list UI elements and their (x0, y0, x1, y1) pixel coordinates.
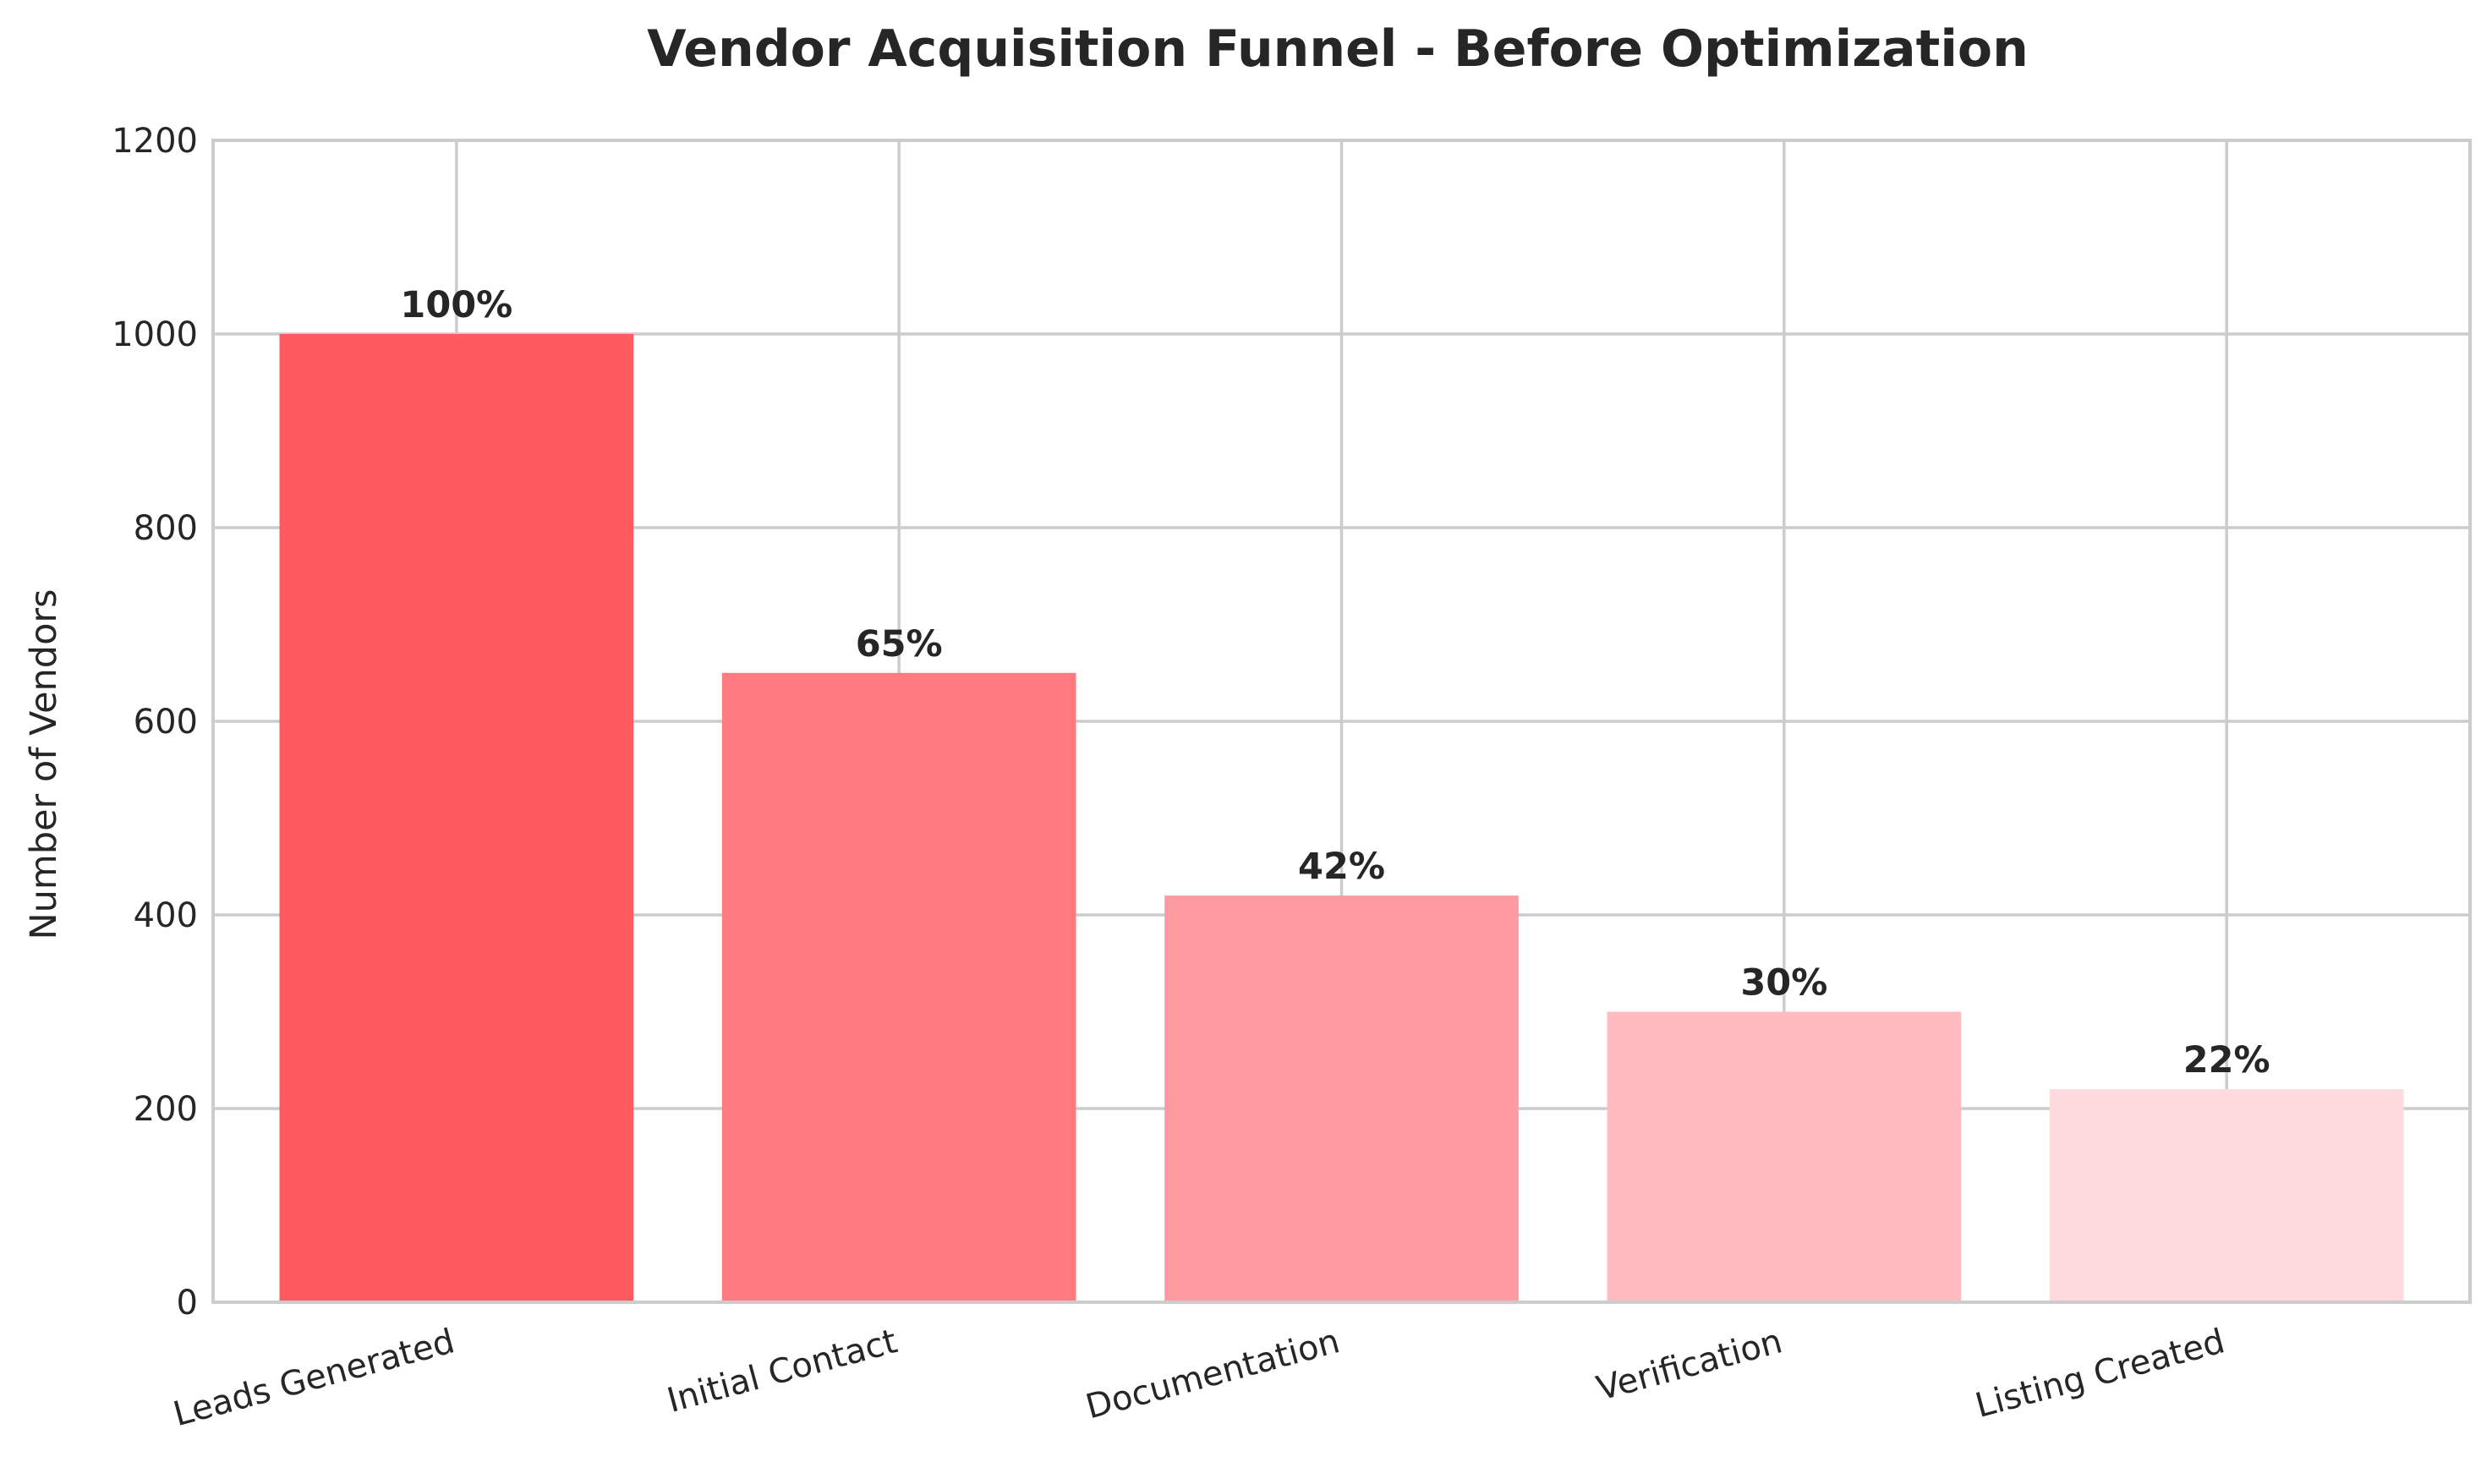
bar-data-label: 30% (1740, 962, 1827, 1005)
plot-frame (211, 139, 2472, 1304)
y-tick-label: 0 (177, 1284, 198, 1322)
bar (279, 334, 634, 1302)
y-tick-label: 1000 (112, 315, 198, 354)
data-labels: 100% 65% 42% 30% 22% (400, 284, 2270, 1082)
bar (1164, 895, 1519, 1302)
bar (1607, 1011, 1962, 1302)
y-tick-label: 600 (134, 703, 198, 742)
bar-data-label: 65% (856, 623, 943, 665)
bars (279, 334, 2404, 1302)
y-tick-label: 1200 (112, 122, 198, 161)
bar-data-label: 100% (400, 284, 512, 326)
chart-title: Vendor Acquisition Funnel - Before Optim… (647, 19, 2029, 79)
bar (721, 672, 1076, 1302)
y-axis-label: Number of Vendors (23, 589, 65, 940)
y-tick-label: 200 (134, 1090, 198, 1129)
bar-data-label: 42% (1298, 846, 1385, 888)
y-axis-ticks: 0 200 400 600 800 1000 1200 (112, 122, 198, 1322)
bar-data-label: 22% (2183, 1039, 2270, 1082)
bar (2049, 1089, 2404, 1302)
y-tick-label: 400 (134, 896, 198, 935)
y-tick-label: 800 (134, 509, 198, 548)
